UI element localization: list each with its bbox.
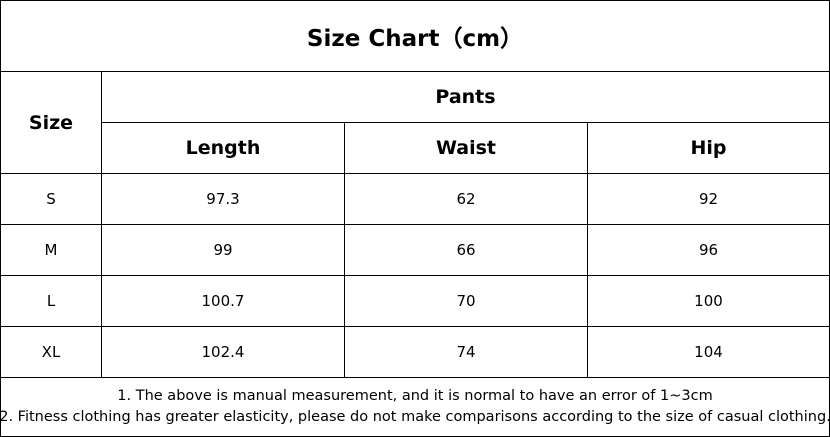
rule xyxy=(102,122,829,123)
cell-value: 62 xyxy=(456,190,476,208)
rule xyxy=(1,173,829,174)
column-header: Hip xyxy=(690,137,727,159)
cell-value: 100 xyxy=(694,292,723,310)
size-header: Size xyxy=(28,111,74,134)
cell-value: 66 xyxy=(456,241,476,259)
size-label: XL xyxy=(41,343,61,361)
rule xyxy=(1,377,829,378)
rule xyxy=(1,326,829,327)
rule xyxy=(1,275,829,276)
cell-value: 70 xyxy=(456,292,476,310)
cell-value: 74 xyxy=(456,343,476,361)
cell-value: 96 xyxy=(698,241,719,259)
cell-value: 104 xyxy=(694,343,723,361)
cell-value: 102.4 xyxy=(201,343,245,361)
column-header: Waist xyxy=(435,137,496,159)
notes: 1. The above is manual measurement, and … xyxy=(0,378,830,436)
cell-value: 92 xyxy=(698,190,719,208)
cell-value: 99 xyxy=(213,241,233,259)
rule xyxy=(587,123,588,377)
rule xyxy=(344,123,345,377)
group-header: Pants xyxy=(435,86,496,108)
size-label: M xyxy=(44,241,58,259)
title: Size Chart（cm） xyxy=(306,26,524,52)
rule xyxy=(1,224,829,225)
cell-value: 100.7 xyxy=(201,292,245,310)
cell-value: 97.3 xyxy=(206,190,240,208)
rule xyxy=(1,71,829,72)
size-label: S xyxy=(46,190,56,208)
column-header: Length xyxy=(185,137,261,159)
note: 2. Fitness clothing has greater elastici… xyxy=(0,409,830,425)
note: 1. The above is manual measurement, and … xyxy=(117,388,713,404)
size-label: L xyxy=(46,292,56,310)
